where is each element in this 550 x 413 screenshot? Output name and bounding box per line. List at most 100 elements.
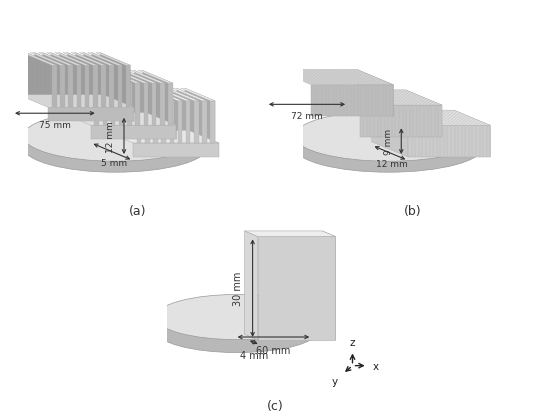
Polygon shape <box>68 66 73 108</box>
Polygon shape <box>26 53 57 108</box>
Polygon shape <box>46 53 81 66</box>
Polygon shape <box>101 66 106 108</box>
Text: 12 mm: 12 mm <box>376 160 408 169</box>
Polygon shape <box>178 102 182 144</box>
Polygon shape <box>137 102 141 144</box>
Polygon shape <box>119 84 124 126</box>
Polygon shape <box>92 53 122 108</box>
Text: 72 mm: 72 mm <box>291 112 323 121</box>
Polygon shape <box>202 102 207 144</box>
Text: (b): (b) <box>404 204 421 218</box>
Polygon shape <box>294 137 483 147</box>
Polygon shape <box>18 95 134 108</box>
Text: (a): (a) <box>129 204 146 218</box>
Polygon shape <box>189 131 219 158</box>
Polygon shape <box>152 89 182 144</box>
Polygon shape <box>96 53 130 66</box>
Polygon shape <box>127 84 132 126</box>
Polygon shape <box>76 66 81 108</box>
Polygon shape <box>123 89 158 102</box>
Polygon shape <box>126 71 156 126</box>
Polygon shape <box>372 111 408 158</box>
Polygon shape <box>93 66 97 108</box>
Polygon shape <box>147 89 182 102</box>
Text: 60 mm: 60 mm <box>256 345 290 355</box>
Polygon shape <box>51 53 81 108</box>
Polygon shape <box>322 231 335 340</box>
Polygon shape <box>145 102 150 144</box>
Polygon shape <box>38 53 73 66</box>
Ellipse shape <box>23 112 207 162</box>
Text: 12 mm: 12 mm <box>106 121 116 152</box>
Ellipse shape <box>23 122 207 173</box>
Text: 9 mm: 9 mm <box>383 129 393 155</box>
Polygon shape <box>360 106 442 138</box>
Polygon shape <box>156 89 190 102</box>
Polygon shape <box>23 137 207 147</box>
Polygon shape <box>142 71 173 126</box>
Text: (c): (c) <box>267 399 283 412</box>
Polygon shape <box>80 71 116 84</box>
Polygon shape <box>180 89 215 102</box>
Polygon shape <box>153 102 158 144</box>
Polygon shape <box>408 126 490 158</box>
Polygon shape <box>111 89 141 144</box>
Polygon shape <box>128 89 158 144</box>
Polygon shape <box>94 71 124 126</box>
Polygon shape <box>115 89 150 102</box>
Polygon shape <box>126 66 130 108</box>
Polygon shape <box>103 84 107 126</box>
Polygon shape <box>160 84 164 126</box>
Polygon shape <box>372 111 490 126</box>
Polygon shape <box>323 90 442 106</box>
Polygon shape <box>144 89 174 144</box>
Polygon shape <box>160 89 190 144</box>
Polygon shape <box>100 53 130 108</box>
Polygon shape <box>164 89 199 102</box>
Polygon shape <box>30 53 65 66</box>
Polygon shape <box>245 231 336 237</box>
Polygon shape <box>109 66 114 108</box>
Polygon shape <box>22 53 57 66</box>
Polygon shape <box>454 111 490 158</box>
Polygon shape <box>107 89 141 102</box>
Polygon shape <box>119 89 150 144</box>
Polygon shape <box>60 113 177 126</box>
Text: 30 mm: 30 mm <box>233 271 243 306</box>
Polygon shape <box>258 237 336 340</box>
Polygon shape <box>103 131 219 144</box>
Ellipse shape <box>155 295 319 340</box>
Polygon shape <box>84 53 114 108</box>
Polygon shape <box>146 113 177 140</box>
Polygon shape <box>118 66 122 108</box>
Polygon shape <box>194 102 199 144</box>
Text: y: y <box>331 376 337 386</box>
Polygon shape <box>245 231 258 340</box>
Text: x: x <box>373 361 379 371</box>
Ellipse shape <box>155 308 319 353</box>
Text: 75 mm: 75 mm <box>39 121 71 130</box>
Polygon shape <box>144 84 148 126</box>
Polygon shape <box>155 317 319 330</box>
Polygon shape <box>52 66 57 108</box>
Polygon shape <box>101 71 132 126</box>
Polygon shape <box>72 71 107 84</box>
Polygon shape <box>111 84 116 126</box>
Polygon shape <box>75 53 106 108</box>
Polygon shape <box>133 144 219 158</box>
Polygon shape <box>35 53 65 108</box>
Polygon shape <box>135 84 140 126</box>
Polygon shape <box>168 89 199 144</box>
Polygon shape <box>95 84 99 126</box>
Polygon shape <box>168 84 173 126</box>
Polygon shape <box>131 89 166 102</box>
Ellipse shape <box>294 112 483 162</box>
Polygon shape <box>211 102 215 144</box>
Polygon shape <box>67 53 97 108</box>
Polygon shape <box>105 71 140 84</box>
Polygon shape <box>152 84 156 126</box>
Polygon shape <box>79 53 114 66</box>
Polygon shape <box>85 66 89 108</box>
Polygon shape <box>357 70 393 117</box>
Polygon shape <box>89 71 124 84</box>
